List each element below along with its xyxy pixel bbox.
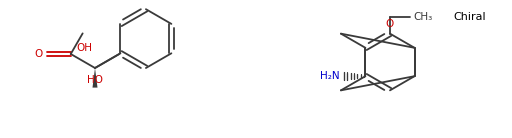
- Text: CH₃: CH₃: [413, 12, 433, 22]
- Text: O: O: [386, 19, 394, 29]
- Text: OH: OH: [77, 43, 93, 53]
- Text: O: O: [35, 49, 43, 59]
- Text: Chiral: Chiral: [454, 12, 486, 22]
- Text: HO: HO: [87, 75, 103, 85]
- Text: H₂N: H₂N: [320, 71, 339, 81]
- Polygon shape: [93, 68, 97, 88]
